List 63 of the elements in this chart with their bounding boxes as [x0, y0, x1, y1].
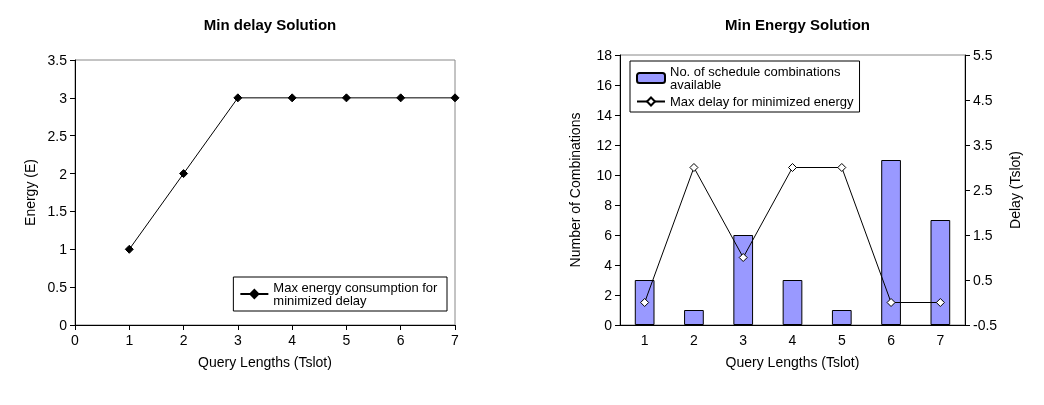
y-tick-label: 2 [604, 287, 613, 303]
y-tick-label: 3 [59, 89, 68, 106]
x-tick-label: 1 [640, 332, 649, 348]
y-tick-label: 4 [604, 257, 613, 273]
y-tick-label: 6 [604, 227, 613, 243]
x-axis-title: Query Lengths (Tslot) [725, 354, 860, 370]
y-tick-label: 0 [604, 317, 613, 333]
x-tick-label: 6 [396, 332, 405, 348]
y2-tick-label: -0.5 [973, 317, 998, 333]
x-tick-label: 5 [837, 332, 846, 348]
point [287, 93, 297, 103]
y2-tick-label: 4.5 [973, 92, 993, 108]
y2-tick-label: 3.5 [973, 137, 993, 153]
legend-label: No. of schedule combinations available [670, 64, 845, 92]
x-tick-label: 3 [739, 332, 748, 348]
point [837, 163, 847, 172]
chart-title: Min Energy Solution [725, 16, 870, 33]
x-tick-label: 4 [788, 332, 797, 348]
y2-tick-label: 2.5 [973, 182, 993, 198]
y-axis-title: Number of Combinations [567, 112, 583, 268]
x-tick-label: 2 [179, 332, 188, 348]
y-tick-label: 2 [59, 165, 68, 182]
legend-label: Max energy consumption for minimized delay [273, 280, 442, 308]
y-tick-label: 3.5 [47, 52, 68, 68]
point [179, 169, 189, 179]
x-tick-label: 1 [125, 332, 134, 348]
y-tick-label: 1 [59, 241, 68, 258]
y2-tick-label: 5.5 [973, 47, 993, 63]
point [233, 93, 243, 103]
y-tick-label: 16 [596, 77, 613, 93]
y-tick-label: 14 [596, 107, 613, 123]
y-tick-label: 1.5 [47, 203, 68, 220]
point [124, 244, 134, 254]
y-tick-label: 18 [596, 47, 613, 63]
x-tick-label: 7 [936, 332, 945, 348]
y-tick-label: 10 [596, 167, 613, 183]
y-tick-label: 2.5 [47, 127, 68, 144]
y-axis-title: Energy (E) [21, 159, 38, 226]
x-tick-label: 6 [887, 332, 896, 348]
y-tick-label: 0.5 [47, 279, 68, 296]
point [341, 93, 351, 103]
x-axis-title: Query Lengths (Tslot) [198, 354, 332, 370]
x-tick-label: 7 [451, 332, 460, 348]
legend-label: Max delay for minimized energy [670, 94, 855, 109]
point [450, 93, 460, 103]
y-tick-label: 8 [604, 197, 613, 213]
y2-axis-title: Delay (Tslot) [1007, 151, 1024, 229]
point [689, 163, 699, 172]
point [886, 298, 896, 307]
y2-tick-label: 1.5 [973, 227, 993, 243]
x-tick-label: 3 [233, 332, 242, 348]
point [640, 298, 650, 307]
point [738, 253, 748, 262]
y2-tick-label: 0.5 [973, 272, 993, 288]
y-tick-label: 0 [59, 317, 68, 333]
x-tick-label: 4 [288, 332, 297, 348]
x-tick-label: 2 [690, 332, 699, 348]
y-tick-label: 12 [596, 137, 613, 153]
x-tick-label: 5 [342, 332, 351, 348]
x-tick-label: 0 [71, 332, 80, 348]
point [396, 93, 406, 103]
point [935, 298, 945, 307]
chart-title: Min delay Solution [203, 16, 337, 33]
